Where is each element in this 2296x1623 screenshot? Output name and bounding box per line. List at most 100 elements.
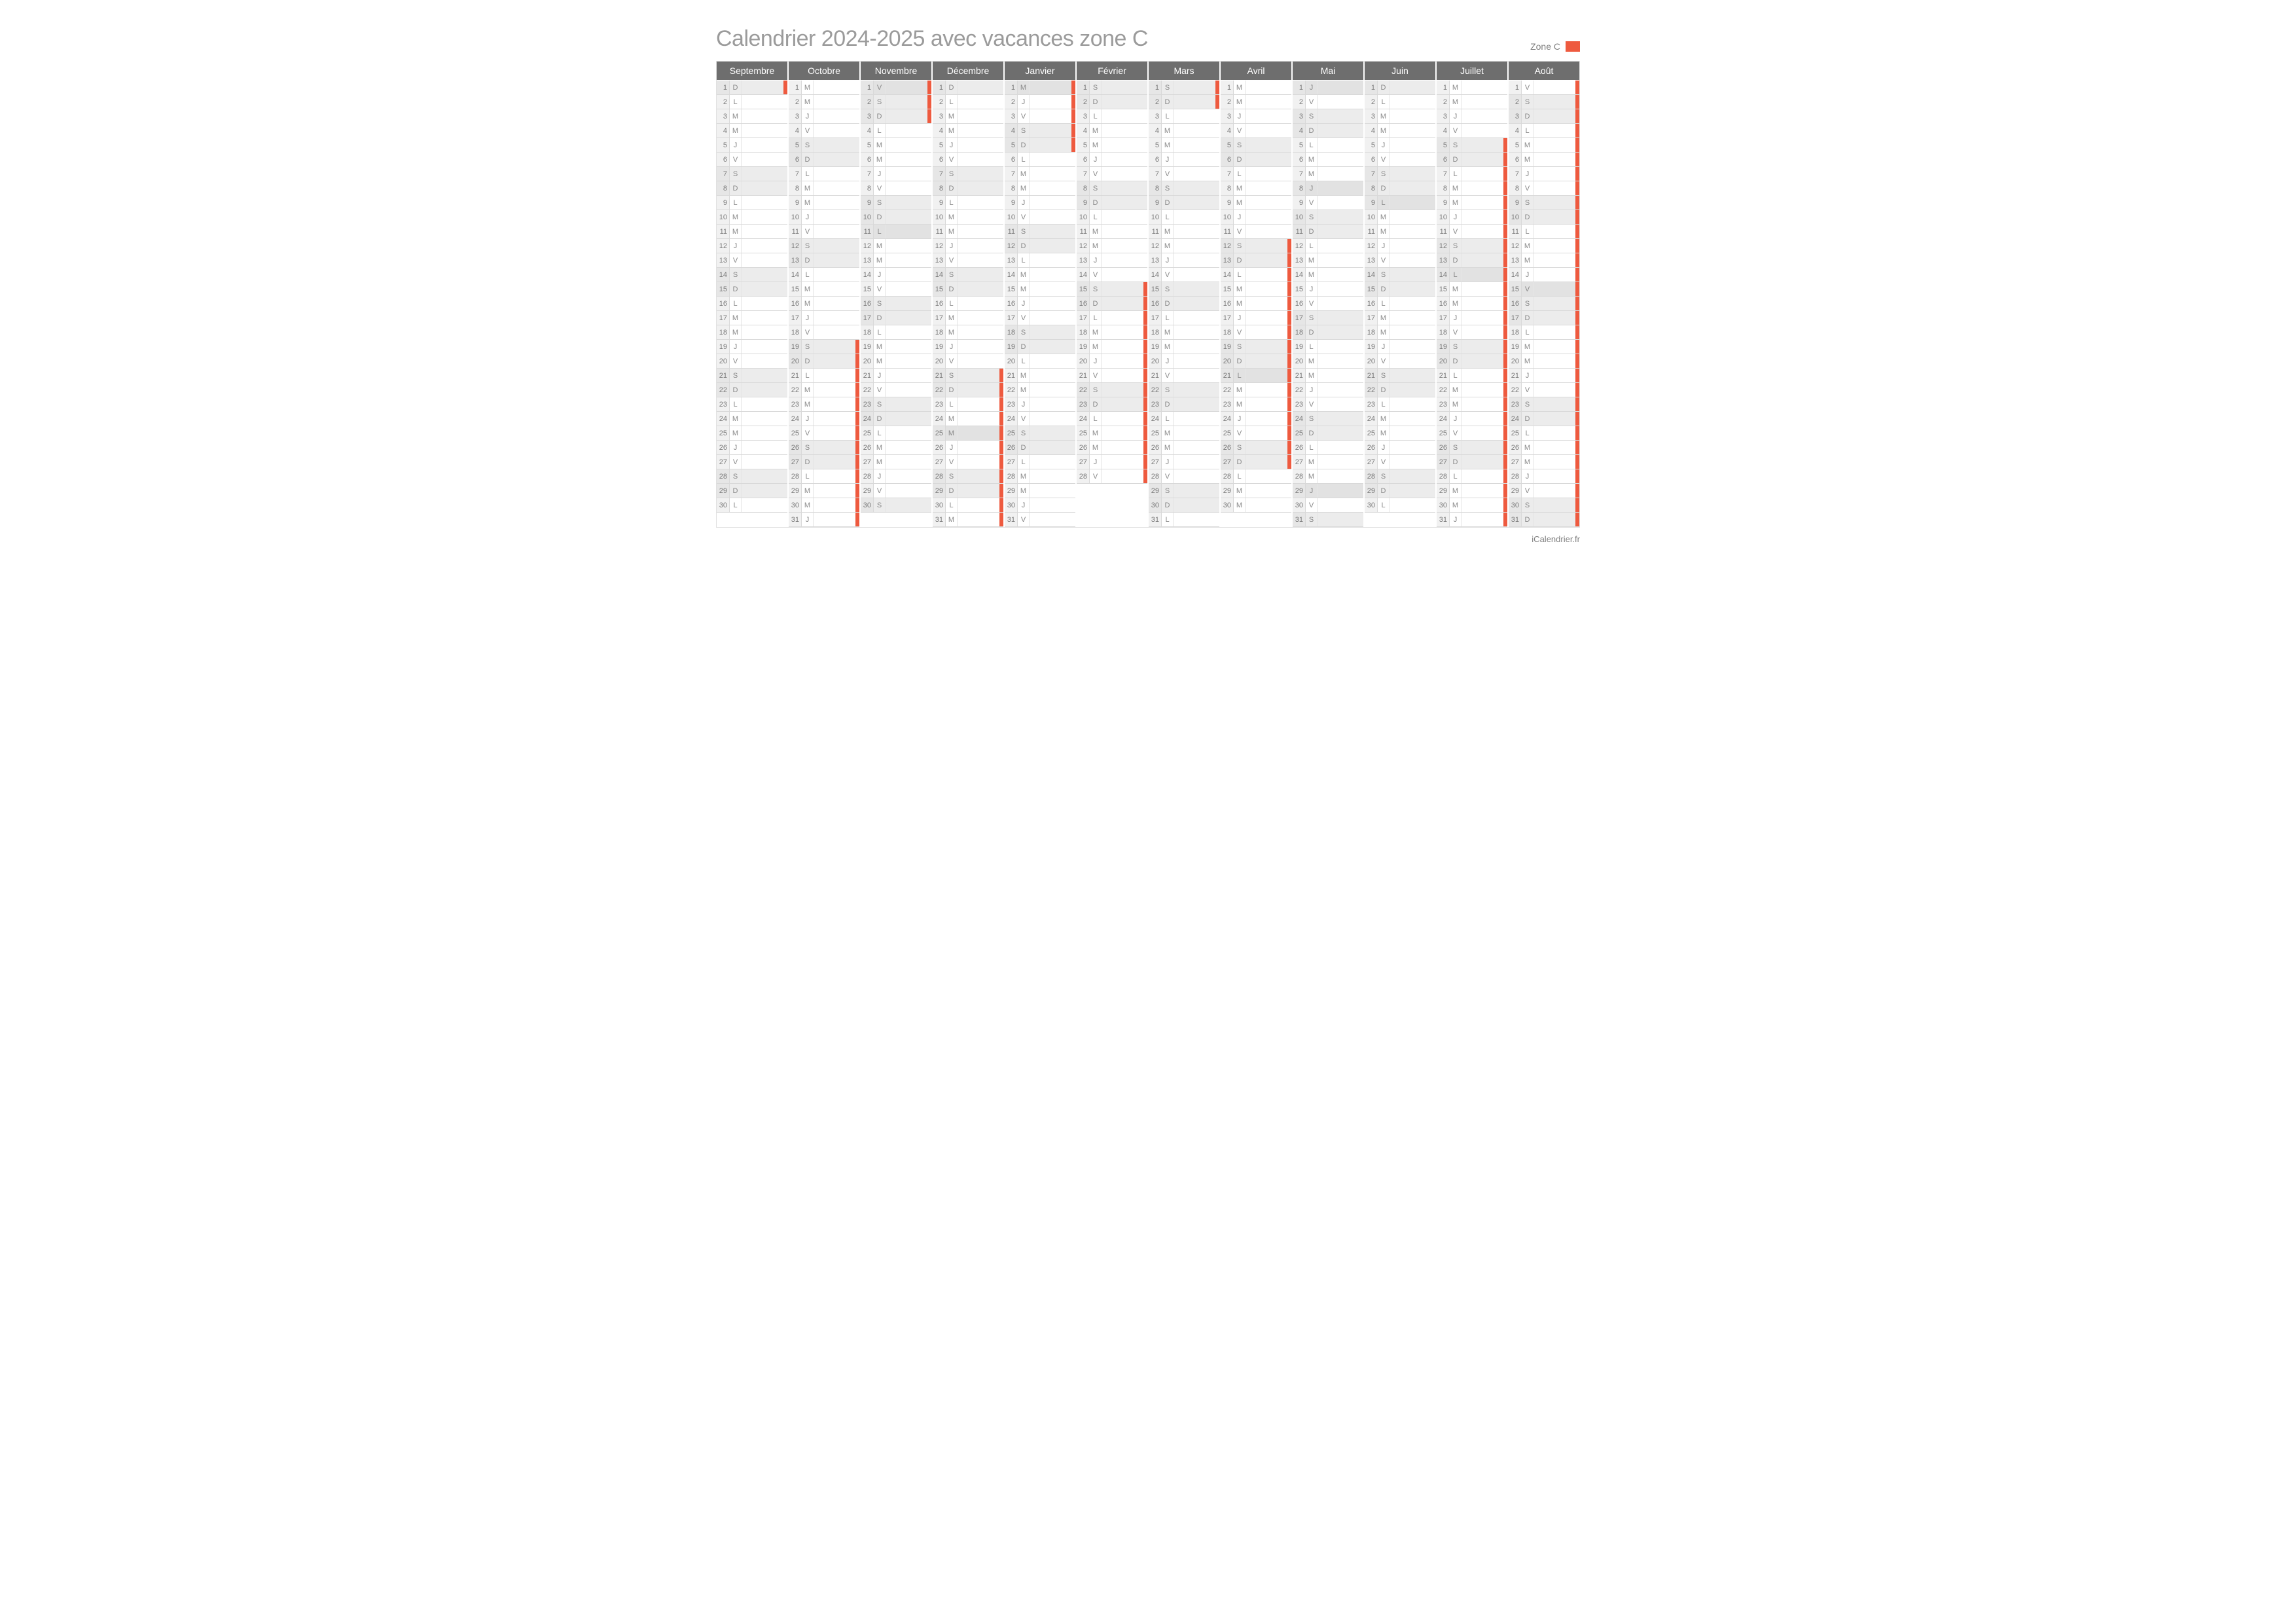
day-cell: 24J [789,412,859,426]
day-of-week: J [1522,167,1534,181]
vacation-marker [1143,196,1147,210]
day-of-week: V [1090,469,1102,483]
vacation-marker [1143,340,1147,354]
day-cell: 2S [861,95,931,109]
day-number: 13 [1437,253,1450,267]
month-header: Août [1509,62,1579,81]
day-of-week: M [1162,441,1174,454]
day-number: 29 [1005,484,1018,498]
vacation-marker [999,253,1003,267]
day-of-week: M [730,124,742,137]
vacation-marker [1575,498,1579,512]
day-number: 4 [717,124,730,137]
day-cell: 26M [1149,441,1219,455]
day-of-week: S [1306,311,1318,325]
vacation-marker [1575,138,1579,152]
day-of-week: J [1450,412,1462,426]
day-of-week: D [1450,253,1462,267]
day-of-week: V [1378,455,1390,469]
day-of-week: J [1522,469,1534,483]
vacation-marker [783,138,787,152]
vacation-marker [1359,268,1363,282]
vacation-marker [1071,268,1075,282]
day-cell: 26S [1221,441,1291,455]
vacation-marker [999,311,1003,325]
day-cell: 24L [1149,412,1219,426]
vacation-marker [783,153,787,166]
day-number: 3 [1149,109,1162,123]
day-number: 7 [1365,167,1378,181]
day-of-week: D [1162,297,1174,310]
day-of-week: V [730,354,742,368]
day-cell: 16L [1365,297,1435,311]
day-cell: 5J [933,138,1003,153]
day-cell: 7L [1221,167,1291,181]
day-of-week: D [1018,340,1030,354]
day-cell: 12S [789,239,859,253]
day-number: 23 [1509,397,1522,411]
day-number: 25 [1005,426,1018,440]
day-cell: 20M [861,354,931,369]
day-cell: 2M [1221,95,1291,109]
day-of-week: D [1378,484,1390,498]
vacation-marker [927,340,931,354]
day-number: 6 [1365,153,1378,166]
vacation-marker [1287,383,1291,397]
vacation-marker [1143,225,1147,238]
vacation-marker [1143,325,1147,339]
month-header: Décembre [933,62,1003,81]
day-number: 23 [861,397,874,411]
day-of-week: J [802,311,814,325]
day-of-week: L [730,397,742,411]
day-number: 9 [1221,196,1234,210]
day-of-week: M [1234,397,1246,411]
day-number: 8 [1149,181,1162,195]
day-of-week: D [1162,397,1174,411]
day-cell: 4M [1077,124,1147,138]
vacation-marker [1143,441,1147,454]
day-number: 12 [933,239,946,253]
day-of-week: M [1162,225,1174,238]
day-cell: 1S [1149,81,1219,95]
day-of-week: M [874,441,886,454]
day-cell: 12M [1077,239,1147,253]
month-column: Août1V2S3D4L5M6M7J8V9S10D11L12M13M14J15V… [1509,62,1579,527]
day-cell: 16M [1221,297,1291,311]
day-of-week: D [730,282,742,296]
day-cell: 13J [1077,253,1147,268]
month-column: Décembre1D2L3M4M5J6V7S8D9L10M11M12J13V14… [933,62,1003,527]
day-cell: 22S [1077,383,1147,397]
day-number: 6 [1293,153,1306,166]
day-of-week: D [1162,95,1174,109]
day-of-week: M [1234,95,1246,109]
day-of-week: M [1378,225,1390,238]
day-of-week: M [1522,441,1534,454]
day-cell: 17J [789,311,859,325]
vacation-marker [1143,268,1147,282]
day-of-week: J [1234,311,1246,325]
vacation-marker [1359,253,1363,267]
vacation-marker [1431,138,1435,152]
day-of-week: S [1450,340,1462,354]
day-number: 28 [789,469,802,483]
day-cell: 12J [717,239,787,253]
day-of-week: V [1378,253,1390,267]
day-of-week: S [1018,124,1030,137]
day-cell: 29D [1365,484,1435,498]
day-of-week: M [802,383,814,397]
day-of-week: D [802,253,814,267]
vacation-marker [855,441,859,454]
vacation-marker [927,354,931,368]
day-of-week: V [874,81,886,94]
day-cell: 18L [861,325,931,340]
day-cell: 15M [1005,282,1075,297]
day-cell: 11D [1293,225,1363,239]
day-of-week: J [1306,282,1318,296]
vacation-marker [1143,282,1147,296]
day-number: 19 [1293,340,1306,354]
day-of-week: M [1450,95,1462,109]
day-of-week: S [1162,81,1174,94]
day-number: 7 [1077,167,1090,181]
day-of-week: S [1234,441,1246,454]
day-number: 10 [1509,210,1522,224]
